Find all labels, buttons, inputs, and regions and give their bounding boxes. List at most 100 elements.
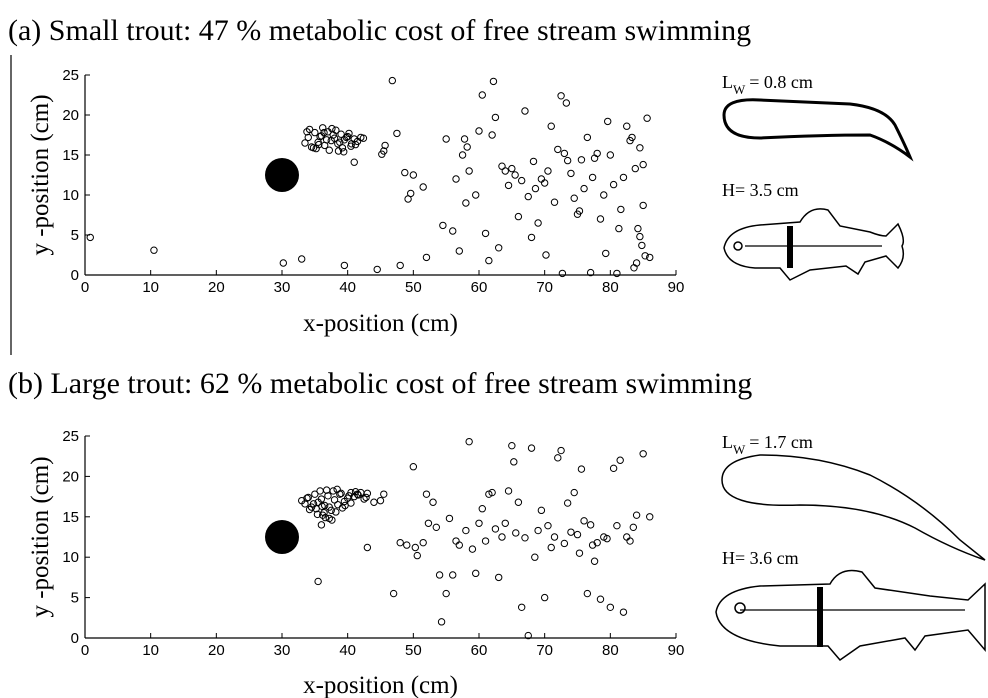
point <box>626 537 634 545</box>
point <box>567 528 575 536</box>
wake-subscript: W <box>733 442 746 457</box>
chart: (b) Large trout: 62 % metabolic cost of … <box>8 367 813 698</box>
point <box>580 184 588 193</box>
point <box>534 526 542 535</box>
point <box>341 501 349 510</box>
point <box>316 132 324 141</box>
point <box>643 114 651 122</box>
point <box>376 496 385 505</box>
point <box>631 164 639 173</box>
point <box>407 189 415 198</box>
point <box>527 444 536 452</box>
point <box>304 133 312 142</box>
point <box>429 498 437 506</box>
point <box>481 229 490 238</box>
point <box>432 523 441 532</box>
wake-subscript: W <box>733 82 746 97</box>
point <box>590 557 599 565</box>
x-tick-label: 90 <box>668 279 685 296</box>
point <box>86 233 94 242</box>
chart-title: (b) Large trout: 62 % metabolic cost of … <box>8 367 752 400</box>
point <box>540 593 549 602</box>
x-axis-label: x-position (cm) <box>303 310 458 337</box>
point <box>475 127 483 135</box>
point <box>452 537 460 545</box>
x-tick-label: 90 <box>668 642 685 659</box>
point <box>478 505 486 513</box>
point <box>411 543 420 552</box>
point <box>442 589 450 598</box>
point <box>362 493 370 502</box>
point <box>373 265 381 274</box>
point <box>609 180 618 189</box>
point <box>363 489 372 498</box>
y-axis-label: y -position (cm) <box>27 94 54 255</box>
x-tick-label: 40 <box>339 279 356 296</box>
point <box>603 534 611 543</box>
point <box>298 255 306 263</box>
point <box>318 502 326 510</box>
fish-drawings <box>715 98 986 662</box>
point <box>606 603 615 611</box>
y-tick-label: 25 <box>62 67 79 84</box>
point <box>320 128 328 137</box>
point <box>504 181 513 190</box>
point <box>570 194 578 202</box>
point <box>336 138 344 146</box>
point <box>563 156 572 165</box>
y-tick-label: 20 <box>62 468 79 485</box>
point <box>510 458 518 466</box>
point <box>409 463 418 471</box>
point <box>512 529 520 537</box>
point <box>588 541 597 549</box>
point <box>600 191 608 199</box>
point <box>481 537 490 545</box>
point <box>316 487 324 495</box>
point <box>504 487 513 495</box>
point <box>462 199 470 207</box>
x-tick-label: 10 <box>142 279 159 296</box>
point <box>468 545 477 553</box>
point <box>619 608 628 616</box>
point <box>514 212 523 221</box>
point <box>304 493 312 502</box>
point <box>542 251 550 259</box>
point <box>338 504 347 512</box>
point <box>629 523 638 532</box>
point <box>567 169 575 178</box>
point <box>328 516 336 524</box>
y-tick-label: 5 <box>71 227 79 244</box>
point <box>437 618 446 626</box>
point <box>409 171 418 179</box>
point <box>619 173 628 182</box>
point <box>606 151 615 159</box>
wake-value: = 1.7 cm <box>749 432 813 452</box>
wake-value: = 0.8 cm <box>749 72 813 92</box>
y-tick-label: 0 <box>71 267 79 284</box>
point <box>303 494 311 502</box>
x-tick-label: 50 <box>405 279 422 296</box>
point <box>452 175 460 183</box>
point <box>303 128 311 136</box>
point <box>557 446 565 455</box>
point <box>586 268 595 277</box>
point <box>527 233 536 242</box>
point <box>563 499 572 507</box>
point <box>544 521 552 530</box>
point <box>337 489 345 498</box>
point <box>314 577 322 586</box>
point <box>596 595 605 603</box>
point <box>370 498 378 506</box>
point <box>301 139 309 147</box>
cylinder <box>265 520 299 554</box>
point <box>462 526 470 535</box>
point <box>325 146 333 154</box>
point <box>329 487 337 495</box>
point <box>317 495 326 503</box>
point <box>514 498 523 506</box>
fish-outline <box>723 208 905 281</box>
point <box>330 134 339 142</box>
point <box>560 149 569 158</box>
point <box>485 256 493 265</box>
point <box>419 183 427 191</box>
